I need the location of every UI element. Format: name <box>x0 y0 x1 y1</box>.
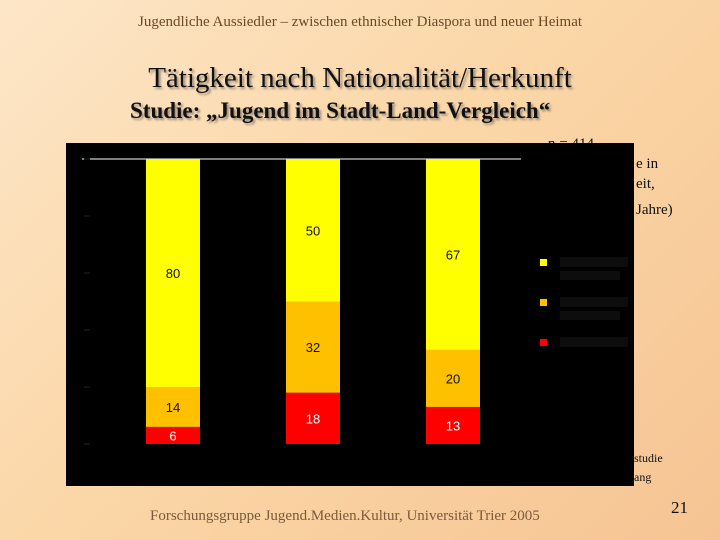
data-label: 20 <box>446 371 460 386</box>
data-label: 14 <box>166 400 180 415</box>
slide-subtitle: Studie: „Jugend im Stadt-Land-Vergleich“ <box>130 98 551 123</box>
note-fragment-2: eit, <box>636 176 655 192</box>
data-label: 6 <box>169 428 176 443</box>
legend-swatch <box>540 259 547 266</box>
note-fragment-3: Jahre) <box>636 202 673 218</box>
bar-segment <box>426 159 480 350</box>
data-label: 13 <box>446 418 460 433</box>
header-title: Jugendliche Aussiedler – zwischen ethnis… <box>137 14 583 30</box>
legend-label-placeholder <box>560 297 628 307</box>
page-number: 21 <box>671 498 688 517</box>
legend-label-placeholder <box>560 271 620 280</box>
data-label: 32 <box>306 340 320 355</box>
legend-label-placeholder <box>560 337 628 347</box>
slide-title: Tätigkeit nach Nationalität/Herkunft <box>148 62 572 94</box>
bar-segment <box>286 301 340 393</box>
data-label: 18 <box>306 411 320 426</box>
chart-area: 6 14 80 18 32 50 13 20 67 <box>66 143 634 486</box>
bar-segment <box>146 387 200 427</box>
legend-label-placeholder <box>560 311 620 320</box>
legend-label-placeholder <box>560 257 628 267</box>
data-label: 80 <box>166 266 180 281</box>
legend-swatch <box>540 299 547 306</box>
bar-segment <box>426 349 480 407</box>
bar-segment <box>286 392 340 444</box>
bar-segment <box>146 426 200 444</box>
bar-segment <box>286 159 340 302</box>
source-line-1: studie <box>634 451 663 465</box>
data-label: 67 <box>446 247 460 262</box>
note-fragment-1: e in <box>636 156 659 172</box>
source-line-2: ang <box>634 470 652 484</box>
footer-text: Forschungsgruppe Jugend.Medien.Kultur, U… <box>150 508 540 524</box>
bar-segment <box>146 159 200 387</box>
bar-segment <box>426 406 480 444</box>
source-note: studie ang <box>634 449 663 487</box>
stacked-bar-chart: 6 14 80 18 32 50 13 20 67 <box>82 158 628 445</box>
legend-swatch <box>540 339 547 346</box>
data-label: 50 <box>306 223 320 238</box>
